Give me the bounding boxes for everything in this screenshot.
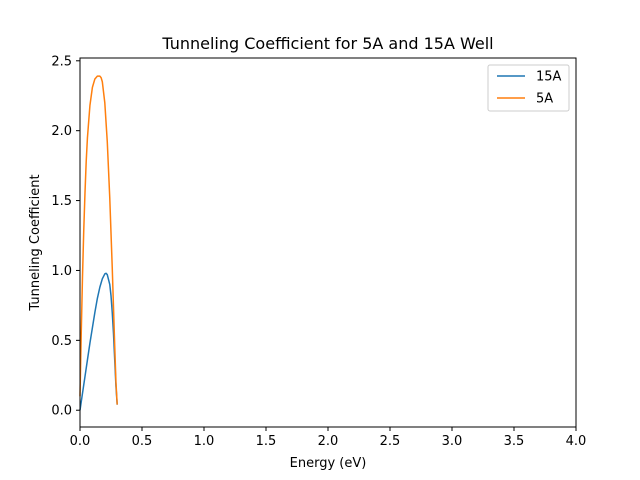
x-tick-label: 3.5 (504, 434, 525, 449)
x-tick-label: 2.0 (318, 434, 339, 449)
series-line-5A (79, 75, 118, 405)
x-tick-label: 0.5 (132, 434, 153, 449)
axes-frame (79, 57, 577, 428)
chart-title: Tunneling Coefficient for 5A and 15A Wel… (161, 34, 493, 53)
plot-area (79, 75, 118, 411)
y-tick-label: 0.5 (51, 334, 72, 349)
x-tick-label: 1.5 (256, 434, 277, 449)
legend-label-5A: 5A (536, 92, 553, 107)
x-tick-label: 0.0 (70, 434, 91, 449)
x-axis-label: Energy (eV) (290, 456, 367, 471)
y-axis-label: Tunneling Coefficient (28, 174, 43, 311)
y-tick-label: 1.0 (51, 264, 72, 279)
series-line-15A (79, 272, 118, 411)
x-tick-label: 1.0 (194, 434, 215, 449)
x-tick-label: 2.5 (380, 434, 401, 449)
y-tick-label: 0.0 (51, 404, 72, 419)
y-tick-label: 1.5 (51, 194, 72, 209)
axis-ticks: 0.0 0.5 1.0 1.5 2.0 2.5 3.0 3.5 4.0 0.0 0.5 1.0 1.5 2… (51, 54, 586, 449)
y-tick-label: 2.5 (51, 54, 72, 69)
y-tick-label: 2.0 (51, 124, 72, 139)
x-tick-label: 3.0 (442, 434, 463, 449)
x-tick-label: 4.0 (566, 434, 587, 449)
legend-label-15A: 15A (536, 70, 562, 85)
